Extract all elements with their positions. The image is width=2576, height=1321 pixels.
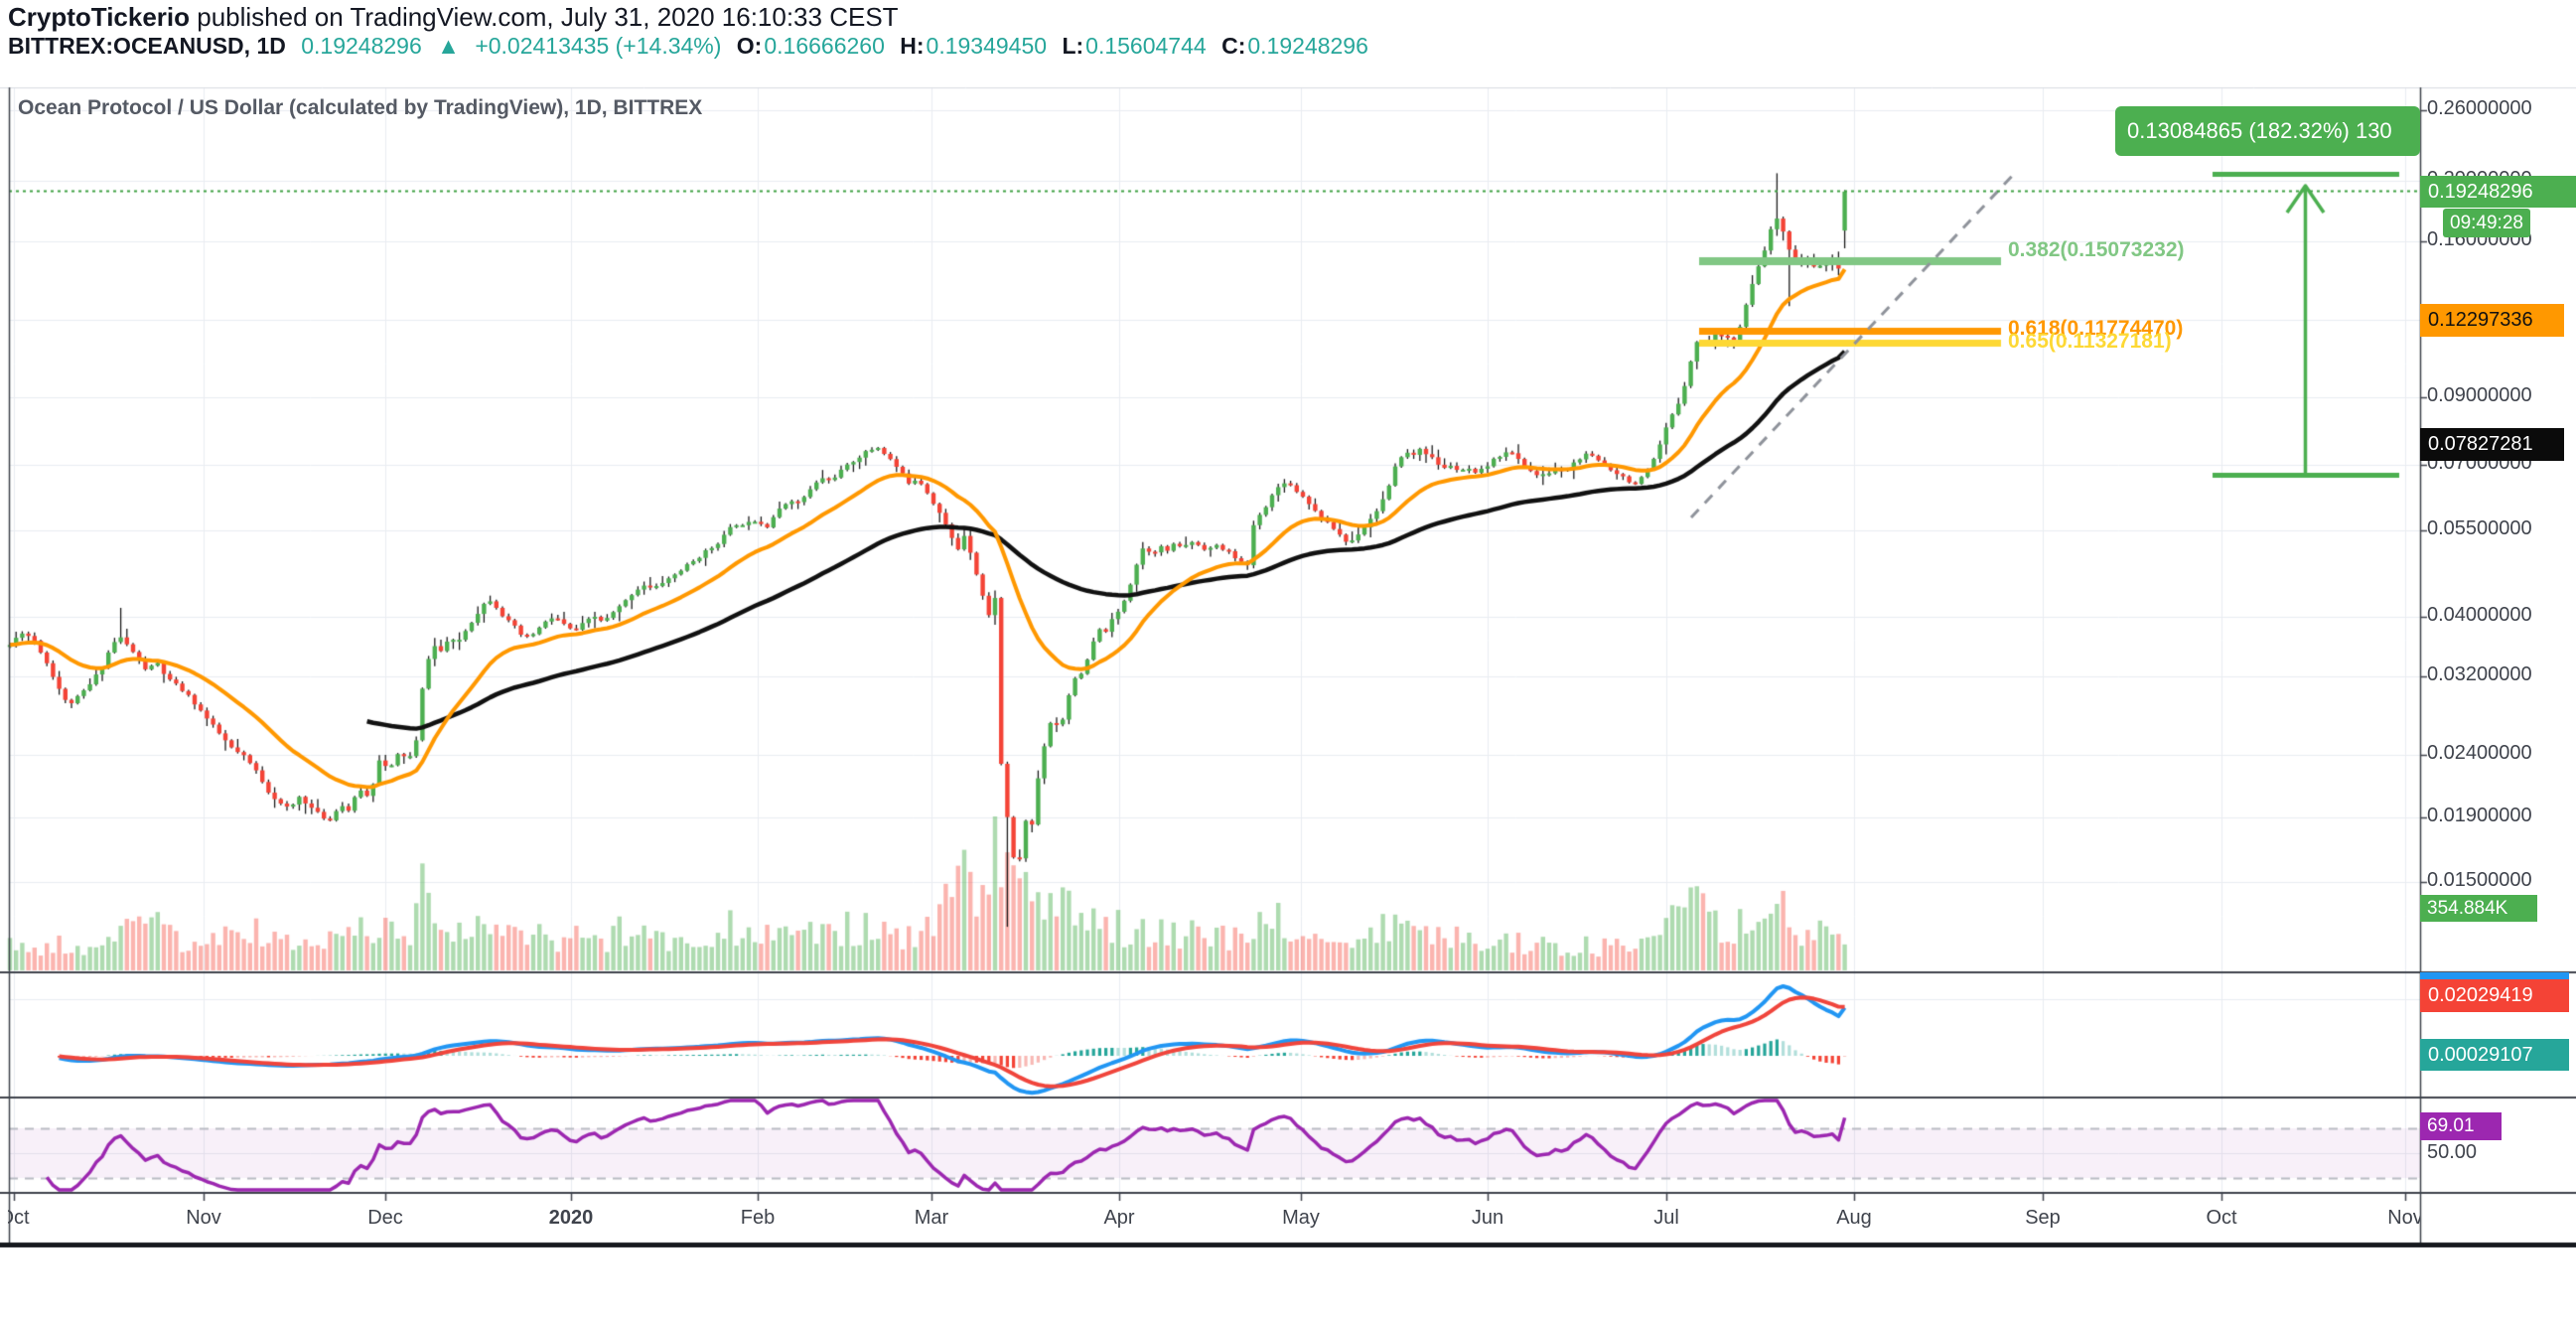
macd-histogram-label: 0.00029107 [2420, 1039, 2569, 1071]
price-axis[interactable]: 0.260000000.200000000.160000000.12000000… [2420, 0, 2576, 1321]
close-label: C: [1221, 33, 1246, 59]
high-value: 0.19349450 [926, 33, 1048, 59]
price-tick-label: 0.01900000 [2427, 805, 2532, 827]
price-tick-label: 0.03200000 [2427, 663, 2532, 686]
price-range-label[interactable]: 0.13084865 (182.32%) 130 [2115, 106, 2420, 156]
month-label: Aug [1836, 1207, 1872, 1229]
change-arrow-icon: ▲ [437, 33, 460, 59]
month-label: Nov [2387, 1207, 2420, 1229]
month-label: Oct [8, 1207, 30, 1229]
symbol-info-line: BITTREX:OCEANUSD, 1D 0.19248296 ▲ +0.024… [8, 33, 1377, 60]
price-tick-label: 0.05500000 [2427, 516, 2532, 539]
attribution-text: published on TradingView.com, July 31, 2… [190, 2, 899, 32]
footer-bar: TradingView [0, 1248, 2576, 1321]
attribution-line: CryptoTickerio published on TradingView.… [8, 2, 899, 33]
price-tick-label: 0.02400000 [2427, 741, 2532, 764]
ema-fast-price-label: 0.12297336 [2420, 304, 2564, 337]
price-tick-label: 0.01500000 [2427, 868, 2532, 891]
price-tick-label: 0.09000000 [2427, 383, 2532, 406]
rsi-mid-level-label: 50.00 [2427, 1141, 2478, 1163]
open-value: 0.16666260 [764, 33, 885, 59]
close-value: 0.19248296 [1247, 33, 1368, 59]
volume-value-label: 354.884K [2420, 895, 2537, 922]
month-label: Mar [914, 1207, 949, 1229]
fib-0618-label[interactable]: 0.618(0.11774470) [2008, 317, 2184, 340]
ema-slow-price-label: 0.07827281 [2420, 428, 2564, 461]
month-label: Nov [186, 1207, 221, 1229]
bar-countdown-label: 09:49:28 [2443, 209, 2530, 237]
month-label: Sep [2025, 1207, 2061, 1229]
fib-065-label[interactable]: 0.65(0.11327181) [2008, 330, 2172, 353]
macd-signal-label: 0.02029419 [2420, 979, 2569, 1012]
month-label: 2020 [548, 1207, 594, 1229]
symbol-name[interactable]: BITTREX:OCEANUSD, 1D [8, 33, 286, 59]
rsi-value-label: 69.01 [2420, 1112, 2502, 1140]
price-change: +0.02413435 (+14.34%) [475, 33, 722, 59]
price-tick-label: 0.26000000 [2427, 97, 2532, 119]
chart-title: Ocean Protocol / US Dollar (calculated b… [18, 96, 703, 119]
month-label: May [1282, 1207, 1320, 1229]
month-label: Jul [1653, 1207, 1679, 1229]
low-label: L: [1062, 33, 1084, 59]
month-label: Jun [1471, 1207, 1504, 1229]
last-price: 0.19248296 [301, 33, 422, 59]
fib-0382-label[interactable]: 0.382(0.15073232) [2008, 238, 2185, 261]
low-value: 0.15604744 [1085, 33, 1207, 59]
month-label: Dec [367, 1207, 403, 1229]
month-label: Feb [740, 1207, 776, 1229]
current-price-label: 0.19248296 [2420, 176, 2576, 208]
month-label: Oct [2206, 1207, 2237, 1229]
publisher-name: CryptoTickerio [8, 2, 191, 32]
high-label: H: [900, 33, 925, 59]
open-label: O: [736, 33, 763, 59]
month-label: Apr [1103, 1207, 1135, 1229]
price-tick-label: 0.04000000 [2427, 603, 2532, 626]
time-axis[interactable]: Oct Nov Dec 2020 Feb Mar Apr May Jun Jul Aug Sep Oct… [8, 1207, 2420, 1239]
